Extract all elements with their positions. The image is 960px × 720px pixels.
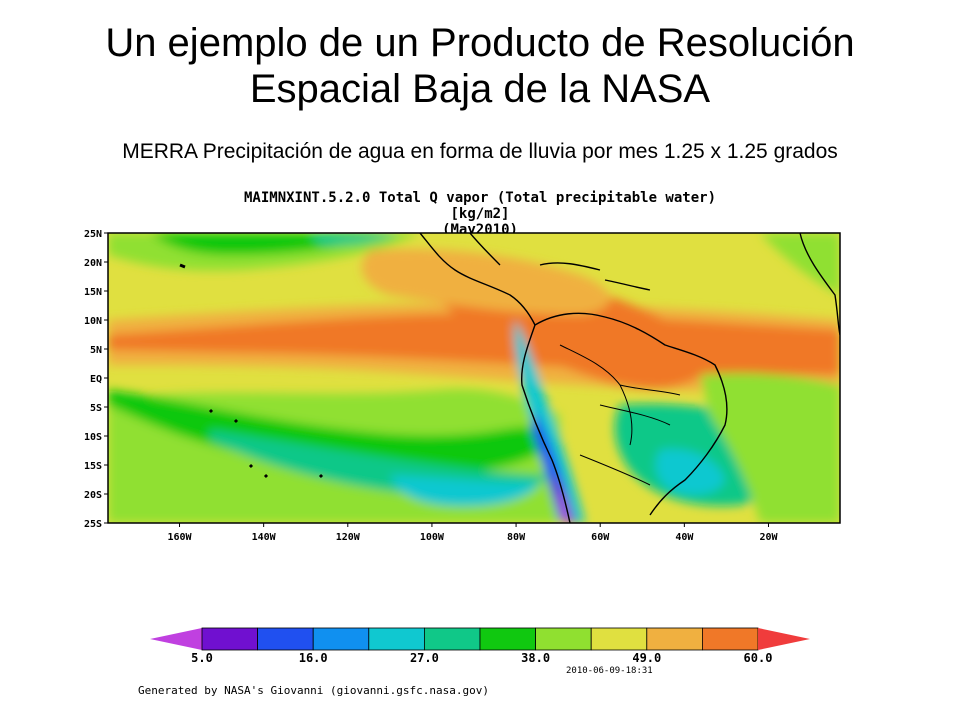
slide-title-line-1: Un ejemplo de un Producto de Resolución <box>105 21 855 65</box>
pacific-islands <box>179 263 324 479</box>
map-title-line-1: MAIMNXINT.5.2.0 Total Q vapor (Total pre… <box>243 190 716 222</box>
africa-coast <box>799 233 840 336</box>
lon-tick-label: 120W <box>336 532 361 543</box>
colorbar-tick-label: 49.0 <box>632 651 661 665</box>
water-vapor-map: 25N 20N 15N 10N 5N EQ 5S 10S 15S 20S 25S 160W 140W 12… <box>60 225 860 555</box>
lat-tick-label: 5S <box>90 403 102 414</box>
field-andes-cyan <box>514 320 585 523</box>
lon-tick-label: 40W <box>675 532 694 543</box>
country-borders <box>559 344 681 486</box>
field-south-atlantic <box>700 373 840 523</box>
colorbar-swatch <box>646 627 703 651</box>
caribbean-islands <box>539 262 651 291</box>
colorbar-swatch <box>312 627 370 651</box>
field-caribbean <box>361 248 610 315</box>
colorbar-tick-label: 38.0 <box>521 651 550 665</box>
colorbar-tick-label: 16.0 <box>299 651 328 665</box>
generated-by-footer: Generated by NASA's Giovanni (giovanni.g… <box>138 684 489 697</box>
coastlines <box>179 233 840 523</box>
field-andes-purple <box>552 475 575 523</box>
mexico-gulf-coast <box>469 233 501 266</box>
lat-tick-label: 15S <box>84 461 102 472</box>
lat-tick-label: 20N <box>84 258 102 269</box>
south-america-west-coast <box>520 324 571 523</box>
slide-subtitle: MERRA Precipitación de agua en forma de … <box>122 140 838 163</box>
colorbar: 5.0 16.0 27.0 38.0 49.0 60.0 <box>140 618 820 666</box>
colorbar-swatch <box>702 627 759 651</box>
colorbar-tick-label: 60.0 <box>744 651 773 665</box>
field-south-green <box>108 390 560 475</box>
lon-tick-label: 140W <box>252 532 277 543</box>
lon-tick-label: 80W <box>507 532 526 543</box>
field-layers <box>108 233 840 523</box>
map-axes: 25N 20N 15N 10N 5N EQ 5S 10S 15S 20S 25S 160W 140W 12… <box>84 229 779 543</box>
colorbar-swatch <box>479 627 536 651</box>
field-south-cyan <box>390 475 540 507</box>
colorbar-swatch <box>368 627 425 651</box>
field-north-teal <box>310 233 400 246</box>
colorbar-svg: 5.0 16.0 27.0 38.0 49.0 60.0 <box>150 627 810 665</box>
lon-tick-label: 100W <box>420 532 445 543</box>
timestamp: 2010-06-09-18:31 <box>566 666 653 676</box>
lat-tick-label: 5N <box>90 345 102 356</box>
colorbar-swatch <box>590 627 648 651</box>
field-northeast-atlantic <box>760 233 840 295</box>
colorbar-swatch <box>201 627 258 651</box>
lat-tick-label: 10N <box>84 316 102 327</box>
slide-title-line-2: Espacial Baja de la NASA <box>249 67 711 111</box>
lat-tick-label: 25N <box>84 229 102 240</box>
lon-tick-label: 60W <box>591 532 610 543</box>
central-america-coast <box>419 233 536 326</box>
colorbar-swatch <box>535 627 592 651</box>
lat-tick-label: 15N <box>84 287 102 298</box>
lat-tick-label: 20S <box>84 490 102 501</box>
lat-tick-label: 10S <box>84 432 102 443</box>
colorbar-high-arrow <box>758 628 810 650</box>
lon-tick-label: 160W <box>167 532 192 543</box>
lat-tick-label: EQ <box>90 374 102 385</box>
lon-tick-label: 20W <box>759 532 778 543</box>
colorbar-tick-label: 5.0 <box>191 651 213 665</box>
colorbar-swatch <box>423 627 481 651</box>
lat-tick-label: 25S <box>84 519 102 530</box>
colorbar-swatch <box>257 627 314 651</box>
field-andes-magenta <box>559 490 570 523</box>
south-america-east-coast <box>534 312 728 516</box>
slide-title: Un ejemplo de un Producto de Resolución … <box>0 20 960 112</box>
colorbar-low-arrow <box>150 628 202 650</box>
colorbar-tick-label: 27.0 <box>410 651 439 665</box>
field-brazil-cyan <box>655 449 725 496</box>
map-svg: 25N 20N 15N 10N 5N EQ 5S 10S 15S 20S 25S 160W 140W 12… <box>84 229 841 543</box>
